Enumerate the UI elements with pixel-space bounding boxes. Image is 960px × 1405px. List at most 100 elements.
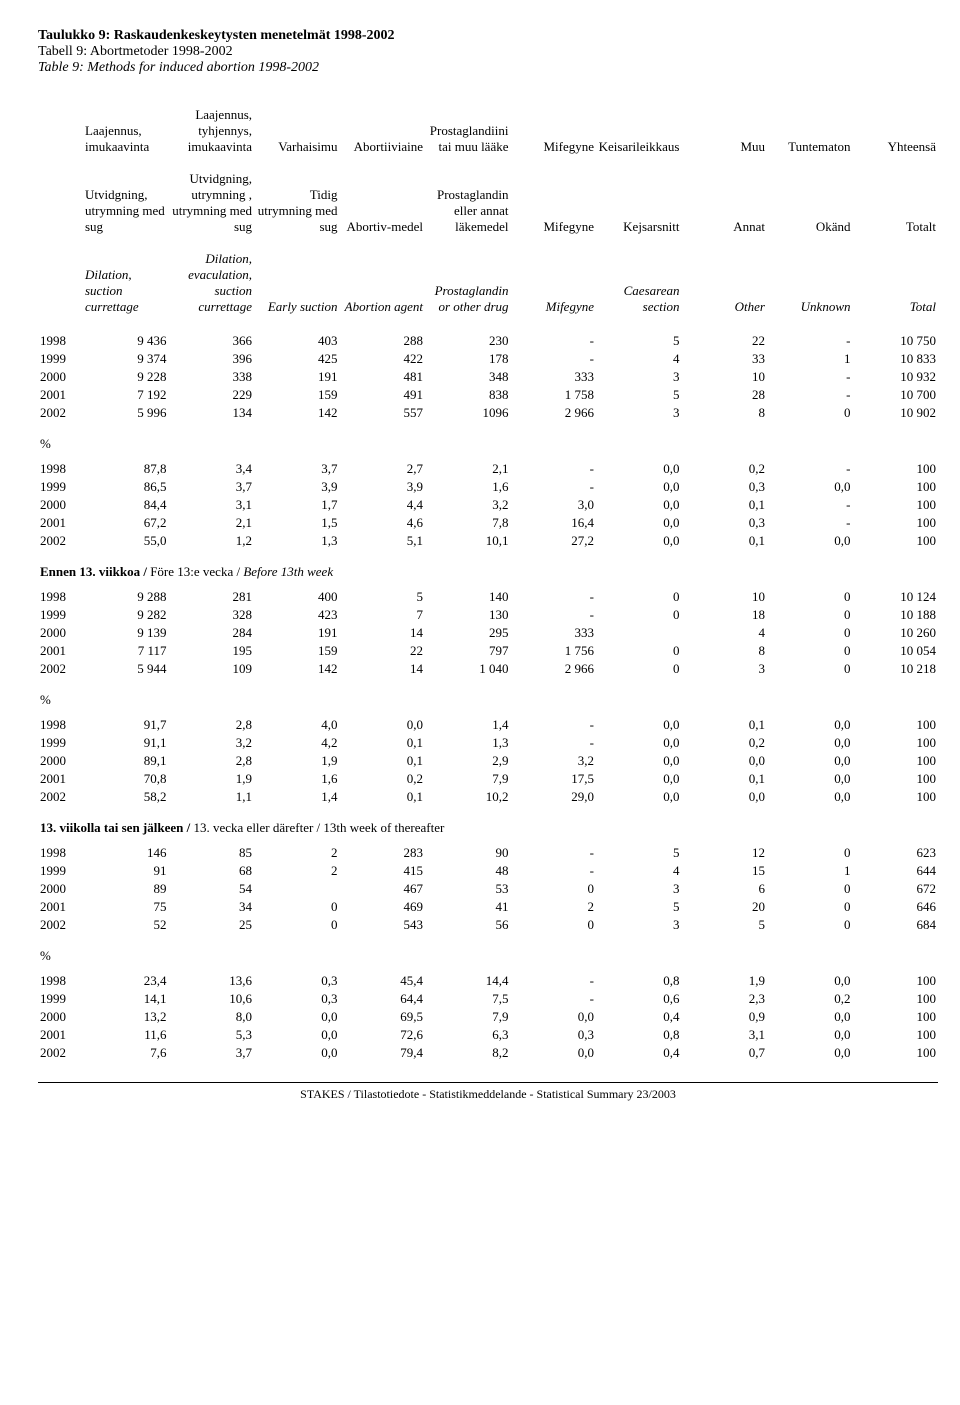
cell: 0,0 [596,478,682,496]
cell: 1999 [38,478,83,496]
title-block: Taulukko 9: Raskaudenkeskeytysten menete… [38,28,938,76]
cell: 18 [682,606,768,624]
cell: 1998 [38,844,83,862]
cell: 10,1 [425,532,511,550]
cell: 2000 [38,624,83,642]
cell: 41 [425,898,511,916]
cell: 5 [596,844,682,862]
cell: 2001 [38,770,83,788]
cell: 1,3 [425,734,511,752]
cell: 0,1 [340,752,426,770]
cell: 2002 [38,1044,83,1062]
cell: 0,0 [767,478,853,496]
cell: 644 [853,862,939,880]
cell: 2 [254,844,340,862]
cell: 10 218 [853,660,939,678]
cell: 68 [169,862,255,880]
col-header: Totalt [853,170,939,236]
cell: 100 [853,1044,939,1062]
col-header: Kejsarsnitt [596,170,682,236]
table-row: 19999 374396425422178-433110 833 [38,350,938,368]
table-row: 20017 1922291594918381 758528-10 700 [38,386,938,404]
col-header: Mifegyne [511,250,597,316]
cell: 100 [853,478,939,496]
cell: 284 [169,624,255,642]
cell: 3,2 [169,734,255,752]
cell: 130 [425,606,511,624]
table-head: Laajennus, imukaavintaLaajennus, tyhjenn… [38,106,938,316]
cell: 1999 [38,862,83,880]
cell: 0,0 [596,770,682,788]
cell: 7,8 [425,514,511,532]
cell: 14 [340,660,426,678]
cell: 2,9 [425,752,511,770]
cell: 1096 [425,404,511,422]
cell: 0,0 [596,752,682,770]
cell: 54 [169,880,255,898]
cell: 3 [596,368,682,386]
cell: - [511,478,597,496]
table-row: 200084,43,11,74,43,23,00,00,1-100 [38,496,938,514]
cell: 0,3 [254,972,340,990]
cell: 100 [853,972,939,990]
cell: 1,6 [425,478,511,496]
cell: 0,0 [596,532,682,550]
cell: 159 [254,642,340,660]
cell: 4 [682,624,768,642]
table-row: 20009 139284191142953334010 260 [38,624,938,642]
cell: 1999 [38,606,83,624]
cell: 56 [425,916,511,934]
cell: 0,0 [682,752,768,770]
col-header: Unknown [767,250,853,316]
col-header: Prostaglandin or other drug [425,250,511,316]
cell: 0,0 [596,460,682,478]
cell: 623 [853,844,939,862]
cell: 7,6 [83,1044,169,1062]
cell: 90 [425,844,511,862]
section-header: % [38,934,938,972]
cell: 1 756 [511,642,597,660]
cell: 0,1 [682,496,768,514]
cell: 0,4 [596,1044,682,1062]
cell: - [767,368,853,386]
cell: 2000 [38,1008,83,1026]
cell: 140 [425,588,511,606]
cell: 0,0 [767,770,853,788]
cell: 2,7 [340,460,426,478]
cell: 0 [767,404,853,422]
cell: 338 [169,368,255,386]
cell: 400 [254,588,340,606]
cell: 4,4 [340,496,426,514]
cell: - [511,332,597,350]
cell: 0,0 [254,1044,340,1062]
cell: 3,9 [340,478,426,496]
col-header: Mifegyne [511,106,597,156]
cell: 91,7 [83,716,169,734]
cell: 28 [682,386,768,404]
cell: 7 117 [83,642,169,660]
cell: 0 [596,606,682,624]
cell: 22 [682,332,768,350]
cell: 14,4 [425,972,511,990]
cell: 0,0 [596,716,682,734]
cell: 0,4 [596,1008,682,1026]
cell: - [767,514,853,532]
cell: 425 [254,350,340,368]
cell: 4,6 [340,514,426,532]
cell: 0,0 [767,532,853,550]
cell: 27,2 [511,532,597,550]
cell: 0,3 [254,990,340,1008]
cell: 1,9 [254,752,340,770]
cell: 3,0 [511,496,597,514]
cell: 79,4 [340,1044,426,1062]
col-header: Dilation, evaculation, suction currettag… [169,250,255,316]
cell: 415 [340,862,426,880]
cell: 797 [425,642,511,660]
cell: 0,1 [340,788,426,806]
cell: 0,6 [596,990,682,1008]
cell: 10 188 [853,606,939,624]
cell: 45,4 [340,972,426,990]
cell: 10 [682,588,768,606]
table-row: 200258,21,11,40,110,229,00,00,00,0100 [38,788,938,806]
cell: 72,6 [340,1026,426,1044]
